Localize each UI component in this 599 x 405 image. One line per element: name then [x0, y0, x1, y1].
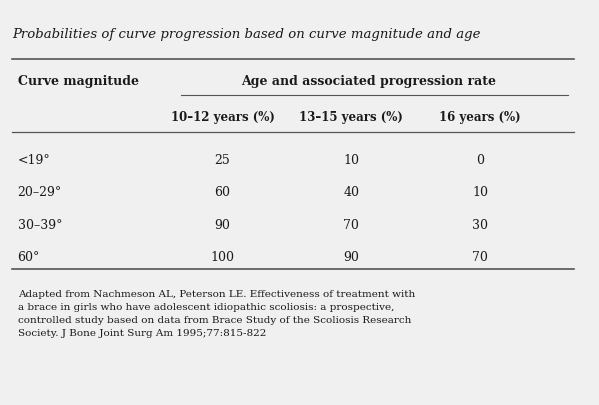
Text: 60°: 60° — [17, 251, 40, 264]
Text: 90: 90 — [343, 251, 359, 264]
Text: 90: 90 — [214, 219, 231, 232]
Text: 10: 10 — [472, 186, 488, 199]
Text: Age and associated progression rate: Age and associated progression rate — [241, 75, 497, 88]
Text: 100: 100 — [210, 251, 234, 264]
Text: 40: 40 — [343, 186, 359, 199]
Text: 30: 30 — [472, 219, 488, 232]
Text: 13–15 years (%): 13–15 years (%) — [300, 111, 403, 124]
Text: 60: 60 — [214, 186, 231, 199]
Text: 70: 70 — [343, 219, 359, 232]
Text: <19°: <19° — [17, 154, 50, 167]
Text: Adapted from Nachmeson AL, Peterson LE. Effectiveness of treatment with
a brace : Adapted from Nachmeson AL, Peterson LE. … — [17, 290, 415, 338]
Text: 16 years (%): 16 years (%) — [439, 111, 521, 124]
Text: Curve magnitude: Curve magnitude — [17, 75, 138, 88]
Text: 10–12 years (%): 10–12 years (%) — [171, 111, 274, 124]
Text: 25: 25 — [214, 154, 231, 167]
Text: 20–29°: 20–29° — [17, 186, 62, 199]
Text: 10: 10 — [343, 154, 359, 167]
Text: 0: 0 — [476, 154, 484, 167]
Text: 70: 70 — [472, 251, 488, 264]
Text: Probabilities of curve progression based on curve magnitude and age: Probabilities of curve progression based… — [12, 28, 480, 41]
Text: 30–39°: 30–39° — [17, 219, 62, 232]
